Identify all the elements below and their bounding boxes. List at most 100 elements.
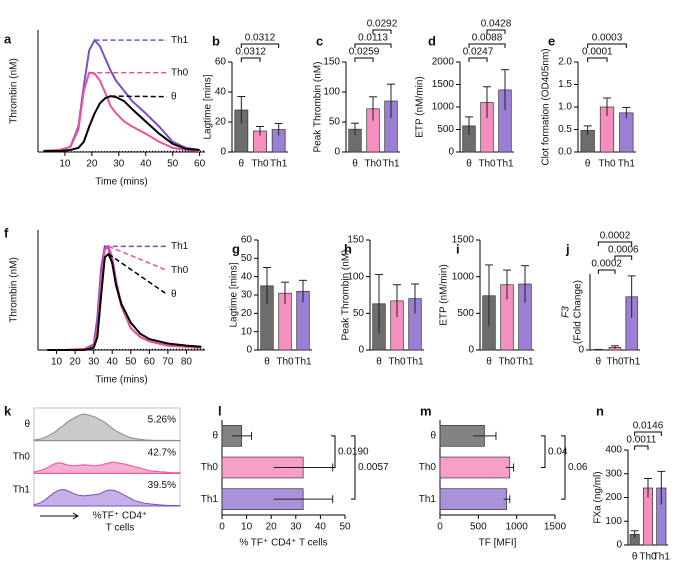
x-tick-label: 40 (107, 357, 119, 368)
panel-letter: h (344, 241, 352, 256)
significance-bracket (614, 255, 633, 260)
x-tick-label: 50 (339, 522, 351, 533)
x-tick-label: Th0 (251, 159, 269, 170)
x-tick-label: 1000 (506, 522, 529, 533)
histogram-area (33, 488, 181, 507)
panel-letter: n (596, 403, 604, 418)
y-tick-label: 0 (578, 345, 584, 356)
x-tick-label: Th0 (598, 159, 616, 170)
p-value: 0.0247 (463, 47, 494, 58)
x-tick-label: 10 (59, 159, 71, 170)
significance-bracket (468, 57, 488, 62)
x-tick-label: θ (239, 159, 245, 170)
significance-bracket (354, 57, 374, 62)
x-tick-label: 10 (51, 357, 63, 368)
y-tick-label: 150 (347, 235, 364, 246)
y-tick-label: 0.0 (558, 147, 572, 158)
y-tick-label: 0 (468, 345, 474, 356)
x-tick-label: 50 (125, 357, 137, 368)
x-tick-label: θ (264, 357, 270, 368)
y-tick-label: 100 (605, 516, 622, 527)
x-tick-label: 20 (86, 159, 98, 170)
series-label: Th0 (171, 265, 189, 276)
series-line (47, 244, 202, 351)
p-value: 0.0113 (358, 33, 388, 44)
p-value: 0.0190 (338, 446, 369, 457)
y-tick-label: 1.5 (558, 79, 572, 90)
x-tick-label: θ (466, 159, 472, 170)
series-line (43, 71, 200, 152)
p-value: 0.0312 (245, 33, 276, 44)
y-tick-label: 100 (323, 87, 340, 98)
panel-letter: c (316, 33, 323, 48)
y-tick-label: 10 (241, 326, 253, 337)
significance-bracket (240, 57, 261, 62)
x-tick-label: Th0 (498, 357, 516, 368)
x-tick-label: Th0 (606, 357, 624, 368)
x-tick-label: 30 (88, 357, 100, 368)
leader-line (108, 245, 168, 272)
y-tick-label: θ (430, 430, 436, 441)
x-tick-label: Th0 (639, 552, 657, 563)
significance-bracket (468, 43, 506, 48)
y-tick-label: 60 (215, 57, 227, 68)
y-axis-label: Thrombin (nM) (9, 257, 20, 323)
y-axis-label: Lagtime [mins] (203, 74, 214, 139)
y-axis-label: Thrombin (nM) (9, 58, 20, 124)
arrow (40, 512, 79, 520)
significance-bracket (486, 29, 506, 34)
y-tick-label: 1500 (452, 235, 475, 246)
panel-letter: b (212, 33, 220, 48)
y-tick-label: 0.5 (558, 124, 572, 135)
significance-bracket (587, 43, 627, 48)
series-label: Th1 (171, 241, 189, 252)
y-tick-label: 100 (347, 271, 364, 282)
x-tick-label: 60 (194, 159, 206, 170)
p-value: 0.04 (548, 446, 568, 457)
y-tick-label: 40 (241, 271, 253, 282)
significance-bracket (354, 43, 392, 48)
series-line (43, 95, 200, 152)
significance-bracket (331, 435, 336, 468)
y-tick-label: 40 (215, 87, 227, 98)
y-axis-label: (Fold Change) (573, 280, 584, 344)
row-label: Th1 (13, 484, 31, 495)
panel-letter: f (4, 225, 9, 240)
x-tick-label: Th1 (270, 159, 288, 170)
x-tick-label: 10 (241, 522, 253, 533)
significance-bracket (351, 435, 356, 500)
x-tick-label: Th0 (388, 357, 406, 368)
series-line (43, 38, 200, 152)
y-tick-label: 400 (605, 445, 622, 456)
panel-letter: k (4, 403, 12, 418)
x-tick-label: 500 (470, 522, 487, 533)
panel-letter: g (232, 241, 240, 256)
x-tick-label: θ (585, 159, 591, 170)
x-tick-label: 0 (219, 522, 225, 533)
x-tick-label: 1500 (544, 522, 567, 533)
significance-bracket (240, 43, 280, 48)
p-value: 0.0428 (481, 19, 512, 30)
x-tick-label: θ (486, 357, 492, 368)
x-tick-label: Th1 (496, 159, 514, 170)
panel-letter: l (218, 403, 222, 418)
x-tick-label: 20 (266, 522, 278, 533)
row-label: θ (24, 419, 30, 430)
p-value: 0.06 (568, 462, 588, 473)
significance-bracket (597, 241, 633, 246)
series-line (47, 244, 202, 351)
x-tick-label: 40 (140, 159, 152, 170)
series-label: θ (171, 91, 177, 102)
x-tick-label: Th1 (653, 552, 671, 563)
y-axis-label: Peak Thrombin (nM) (341, 250, 352, 341)
histogram-area (33, 461, 181, 474)
y-tick-label: 0 (246, 345, 252, 356)
y-axis-label: F3 (561, 306, 572, 318)
y-axis-label: ETP (nM/min) (415, 76, 426, 138)
y-tick-label: 2000 (432, 57, 455, 68)
panel-letter: d (428, 33, 436, 48)
y-axis-label: ETP (nM/min) (439, 264, 450, 326)
baseline (37, 150, 206, 153)
